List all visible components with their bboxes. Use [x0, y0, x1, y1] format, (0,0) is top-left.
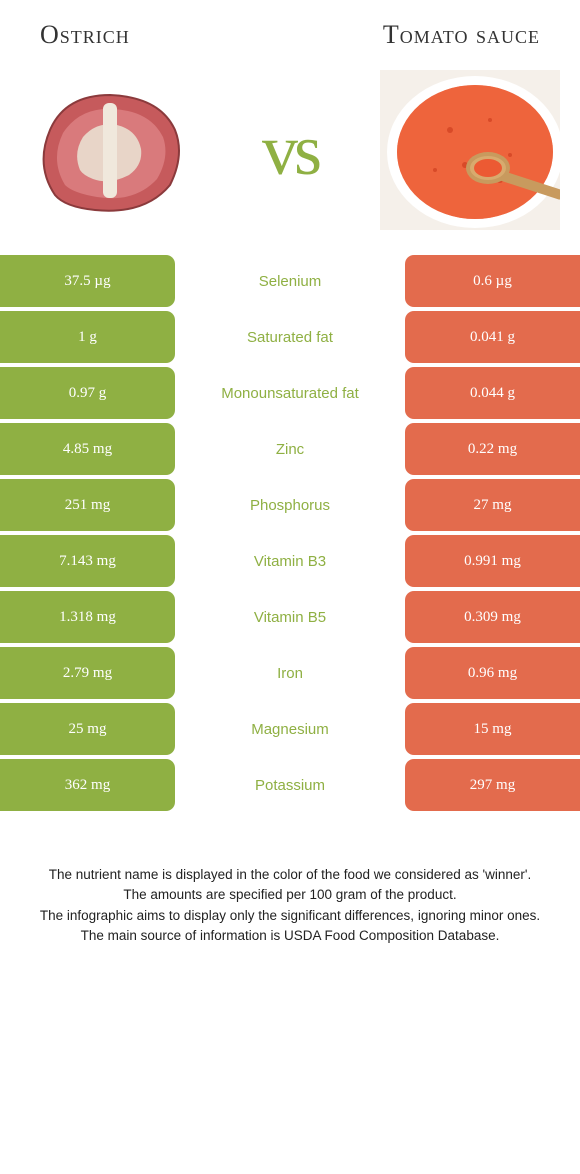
table-row: 251 mgPhosphorus27 mg	[0, 479, 580, 531]
value-right: 15 mg	[405, 703, 580, 755]
value-left: 25 mg	[0, 703, 175, 755]
infographic-container: Ostrich Tomato sauce vs	[0, 0, 580, 976]
value-left: 37.5 µg	[0, 255, 175, 307]
table-row: 0.97 gMonounsaturated fat0.044 g	[0, 367, 580, 419]
table-row: 37.5 µgSelenium0.6 µg	[0, 255, 580, 307]
footer-line: The nutrient name is displayed in the co…	[30, 865, 550, 885]
nutrient-name: Phosphorus	[175, 479, 405, 531]
table-row: 1.318 mgVitamin B50.309 mg	[0, 591, 580, 643]
table-row: 2.79 mgIron0.96 mg	[0, 647, 580, 699]
sauce-icon	[380, 70, 560, 230]
footer-line: The amounts are specified per 100 gram o…	[30, 885, 550, 905]
footer-notes: The nutrient name is displayed in the co…	[0, 815, 580, 976]
table-row: 362 mgPotassium297 mg	[0, 759, 580, 811]
value-right: 0.6 µg	[405, 255, 580, 307]
value-right: 0.22 mg	[405, 423, 580, 475]
value-right: 0.96 mg	[405, 647, 580, 699]
value-left: 0.97 g	[0, 367, 175, 419]
value-left: 4.85 mg	[0, 423, 175, 475]
value-left: 362 mg	[0, 759, 175, 811]
nutrient-name: Iron	[175, 647, 405, 699]
value-right: 0.309 mg	[405, 591, 580, 643]
value-right: 0.991 mg	[405, 535, 580, 587]
nutrient-name: Saturated fat	[175, 311, 405, 363]
footer-line: The main source of information is USDA F…	[30, 926, 550, 946]
table-row: 7.143 mgVitamin B30.991 mg	[0, 535, 580, 587]
meat-icon	[25, 75, 195, 225]
nutrient-name: Selenium	[175, 255, 405, 307]
nutrient-name: Vitamin B3	[175, 535, 405, 587]
value-left: 1.318 mg	[0, 591, 175, 643]
nutrient-name: Vitamin B5	[175, 591, 405, 643]
value-right: 0.044 g	[405, 367, 580, 419]
tomato-sauce-image	[380, 70, 560, 230]
value-left: 2.79 mg	[0, 647, 175, 699]
table-row: 1 gSaturated fat0.041 g	[0, 311, 580, 363]
title-right: Tomato sauce	[310, 20, 540, 50]
header-row: Ostrich Tomato sauce	[0, 0, 580, 60]
nutrient-table: 37.5 µgSelenium0.6 µg1 gSaturated fat0.0…	[0, 255, 580, 811]
images-row: vs	[0, 60, 580, 255]
value-left: 7.143 mg	[0, 535, 175, 587]
nutrient-name: Zinc	[175, 423, 405, 475]
footer-line: The infographic aims to display only the…	[30, 906, 550, 926]
nutrient-name: Potassium	[175, 759, 405, 811]
title-left: Ostrich	[40, 20, 270, 50]
vs-label: vs	[262, 109, 318, 192]
table-row: 4.85 mgZinc0.22 mg	[0, 423, 580, 475]
value-right: 0.041 g	[405, 311, 580, 363]
table-row: 25 mgMagnesium15 mg	[0, 703, 580, 755]
value-right: 297 mg	[405, 759, 580, 811]
nutrient-name: Monounsaturated fat	[175, 367, 405, 419]
value-left: 251 mg	[0, 479, 175, 531]
value-right: 27 mg	[405, 479, 580, 531]
value-left: 1 g	[0, 311, 175, 363]
nutrient-name: Magnesium	[175, 703, 405, 755]
ostrich-image	[20, 70, 200, 230]
